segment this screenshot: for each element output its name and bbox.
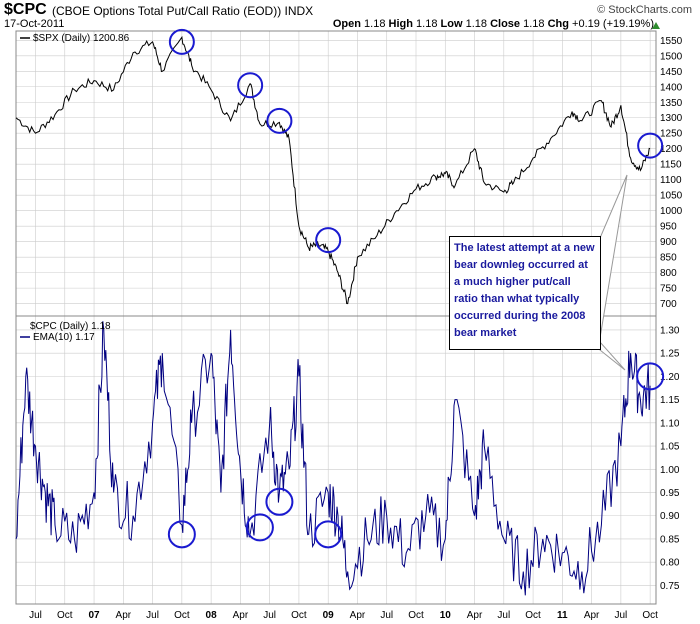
x-tick-label: Oct [291,610,307,621]
low-label: Low [440,18,463,30]
ohlc-readout: Open 1.18 High 1.18 Low 1.18 Close 1.18 … [333,18,654,30]
x-tick-label: 09 [323,610,335,621]
cpc-line [15,321,651,596]
stockcharts-credit: © StockCharts.com [597,4,692,16]
chg-value: +0.19 (+19.19%) [572,18,654,30]
cpc-panel [15,321,651,596]
cpc-highlight-circle [265,487,294,516]
spx-y-tick: 700 [660,299,677,310]
cpc-y-tick: 1.15 [660,395,680,406]
callout-pointer-lower [599,340,626,371]
spx-y-tick: 1100 [660,175,682,186]
y-tick-labels: 700 750 800 850 900 950 1000 1050 1100 1150 1200 12… [660,36,683,592]
cpc-y-tick: 1.25 [660,349,680,360]
cpc-y-tick: 1.30 [660,325,680,336]
x-tick-labels: Jul Oct 07 Apr Jul Oct 08 Apr Jul Oct 09 Apr Jul Oct 1… [29,610,658,621]
cpc-y-tick: 0.80 [660,558,680,569]
spx-y-tick: 1450 [660,67,683,78]
x-tick-label: Apr [584,610,600,621]
cpc-highlight-circle [636,362,665,391]
ema-legend: EMA(10) 1.17 [33,332,95,343]
spx-y-tick: 850 [660,253,677,264]
spx-highlight-circle [266,107,293,134]
spx-y-tick: 1250 [660,129,683,140]
spx-y-tick: 1150 [660,160,682,171]
spx-y-tick: 800 [660,268,677,279]
highlight-circles [167,28,665,549]
spx-y-tick: 1200 [660,144,683,155]
spx-line [15,35,651,305]
x-tick-label: Apr [350,610,366,621]
spx-y-tick: 950 [660,222,677,233]
open-label: Open [332,18,361,30]
spx-y-tick: 1550 [660,36,683,47]
spx-y-tick: 900 [660,237,677,248]
cpc-y-tick: 0.95 [660,488,680,499]
spx-y-tick: 1300 [660,113,683,124]
x-tick-label: 10 [440,610,452,621]
high-value: 1.18 [416,18,438,30]
open-value: 1.18 [364,18,386,30]
callout-pointer-upper [599,174,628,339]
chart-date: 17-Oct-2011 [4,18,65,30]
spx-y-tick: 1050 [660,191,683,202]
low-value: 1.18 [465,18,488,30]
cpc-y-tick: 1.10 [660,418,680,429]
x-tick-label: Jul [380,610,393,621]
x-tick-label: Oct [525,610,541,621]
cpc-y-tick: 1.05 [660,442,680,453]
x-tick-label: Jul [497,610,510,621]
x-tick-label: Apr [116,610,132,621]
spx-highlight-circle [237,72,264,99]
close-value: 1.18 [523,18,545,30]
cpc-y-tick: 0.85 [660,534,680,545]
x-tick-label: Apr [467,610,483,621]
annotation-callout: The latest attempt at a new bear downleg… [449,236,601,350]
x-tick-label: Jul [146,610,159,621]
cpc-panel-frame [15,315,657,605]
x-tick-label: 11 [557,610,568,621]
chart-description: (CBOE Options Total Put/Call Ratio (EOD)… [52,4,314,18]
x-tick-label: Oct [642,610,658,621]
x-tick-label: Oct [57,610,73,621]
spx-highlight-circle [637,132,664,159]
x-tick-label: Jul [614,610,627,621]
spx-legend: $SPX (Daily) 1200.86 [33,33,130,44]
high-label: High [388,18,413,30]
chg-label: Chg [547,18,569,30]
spx-highlight-circle [315,227,342,254]
cpc-y-tick: 1.20 [660,372,680,383]
spx-y-tick: 1400 [660,82,683,93]
x-tick-label: Jul [29,610,42,621]
spx-highlight-circle [168,28,195,55]
close-label: Close [490,18,521,30]
x-tick-label: 07 [88,610,100,621]
spx-y-tick: 1350 [660,98,683,109]
cpc-highlight-circle [314,520,343,549]
spx-y-tick: 1000 [660,206,683,217]
cpc-highlight-circle [167,520,196,549]
cpc-y-tick: 0.90 [660,511,680,522]
x-tick-label: 08 [206,610,218,621]
spx-panel [15,35,651,305]
up-arrow-icon [652,22,660,29]
cpc-legend: $CPC (Daily) 1.18 [30,321,111,332]
x-tick-label: Oct [174,610,190,621]
cpc-y-tick: 1.00 [660,465,680,476]
x-tick-label: Oct [408,610,424,621]
cpc-highlight-circle [245,513,274,542]
cpc-y-tick: 0.75 [660,581,680,592]
x-tick-label: Apr [233,610,249,621]
x-tick-label: Jul [263,610,276,621]
spx-y-tick: 750 [660,284,677,295]
spx-y-tick: 1500 [660,51,683,62]
chart-symbol: $CPC [4,1,47,18]
